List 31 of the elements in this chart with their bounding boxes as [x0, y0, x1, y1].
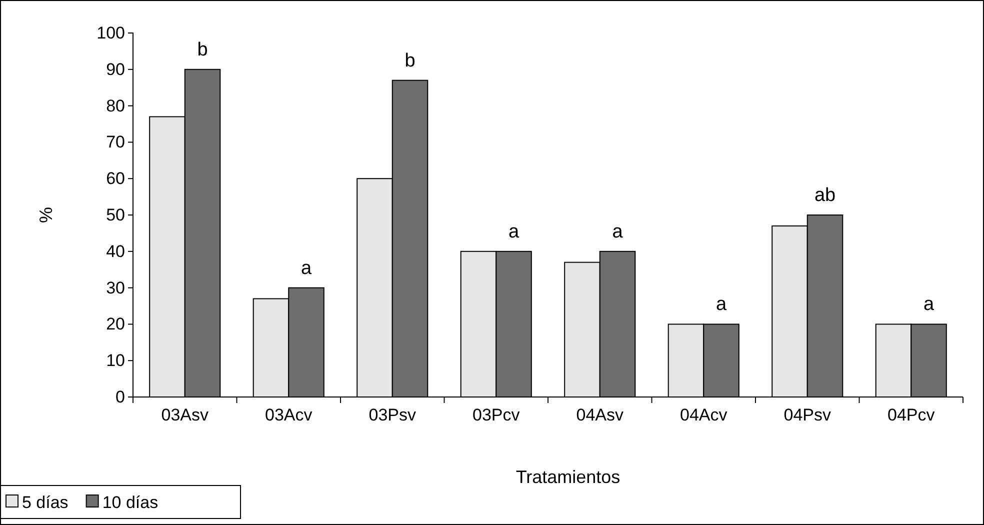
annotation: a [923, 294, 934, 316]
y-tick-label: 20 [106, 314, 125, 334]
annotation: b [197, 39, 208, 60]
x-tick-label: 04Psv [784, 405, 832, 424]
y-axis-title: % [36, 206, 56, 224]
legend-label: 10 días [102, 493, 158, 512]
x-tick-label: 03Acv [265, 405, 313, 424]
x-tick-label: 04Acv [680, 405, 728, 424]
x-tick-label: 04Pcv [888, 405, 936, 424]
legend-label: 5 días [22, 493, 68, 512]
x-tick-label: 03Asv [161, 405, 209, 424]
y-tick-label: 10 [106, 351, 125, 370]
y-tick-label: 50 [106, 205, 125, 224]
y-tick-label: 80 [106, 96, 125, 116]
annotation: a [612, 221, 624, 242]
annotation: ab [814, 185, 836, 206]
y-tick-label: 40 [106, 242, 125, 261]
y-tick-label: 70 [106, 132, 125, 152]
y-tick-label: 30 [106, 278, 125, 298]
y-tick-label: 100 [96, 23, 125, 42]
x-tick-label: 03Pcv [472, 405, 520, 424]
x-tick-label: 03Psv [368, 405, 416, 424]
annotation: a [508, 221, 520, 242]
y-tick-label: 90 [106, 60, 125, 79]
x-tick-label: 04Asv [576, 405, 624, 424]
y-tick-label: 60 [106, 169, 125, 188]
y-tick-label: 0 [116, 387, 125, 406]
annotation: a [300, 258, 312, 279]
x-axis-title: Tratamientos [516, 467, 620, 487]
annotation: b [404, 50, 416, 72]
annotation: a [716, 294, 727, 316]
